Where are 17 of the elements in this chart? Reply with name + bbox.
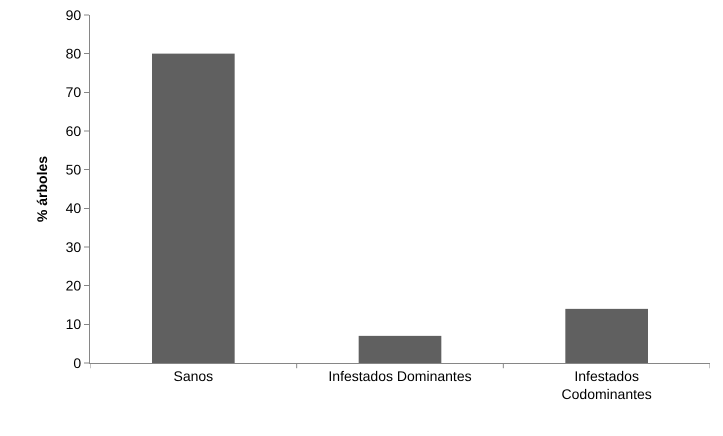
bar: [152, 54, 235, 363]
y-tick-label: 40: [66, 200, 82, 216]
y-tick-label: 10: [66, 316, 82, 332]
y-tick-label: 0: [73, 354, 82, 371]
y-tick-label: 50: [66, 162, 82, 178]
x-tick-label: Infestados Codominantes: [562, 368, 652, 402]
bar: [565, 308, 648, 363]
bar: [358, 336, 442, 363]
y-axis-title: % árboles: [34, 156, 50, 222]
y-tick-label: 20: [66, 278, 82, 294]
y-tick-label: 60: [66, 122, 82, 139]
y-tick-label: 30: [66, 238, 82, 255]
y-tick-label: 80: [66, 46, 82, 62]
x-tick-label: Infestados Dominantes: [328, 368, 472, 384]
x-tick-label: Sanos: [173, 368, 214, 384]
y-tick-label: 90: [66, 6, 82, 23]
y-tick-label: 70: [66, 84, 82, 100]
